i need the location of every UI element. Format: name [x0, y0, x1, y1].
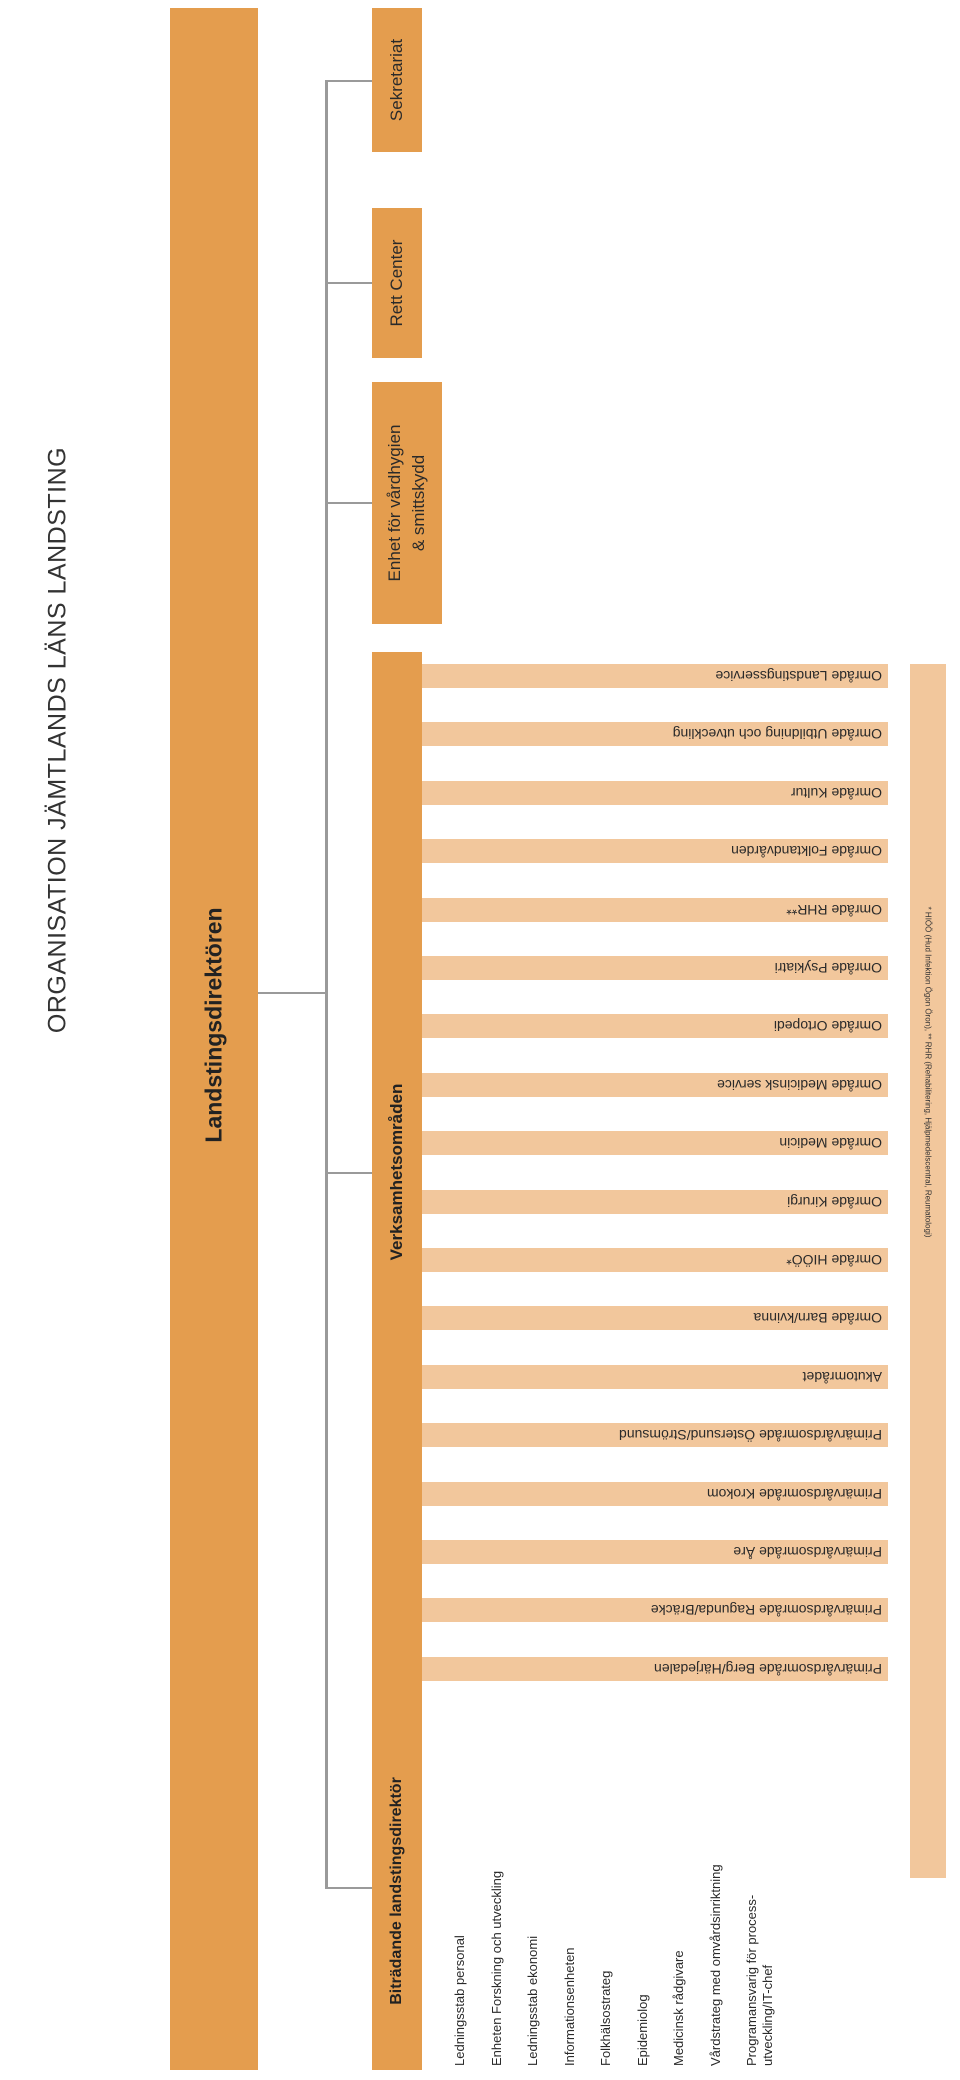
deputy-staff-item: Folkhälsostrateg: [598, 1970, 613, 2066]
operations-area-label: Primärvårdsområde Krokom: [706, 1485, 882, 1502]
connector-deputy: [325, 1887, 372, 1889]
operations-area-label: Område RHR**: [786, 901, 882, 918]
operations-area-bar: [422, 780, 888, 805]
operations-area-label: Primärvårdsområde Östersund/Strömsund: [619, 1427, 882, 1444]
operations-area-label: Område Medicinsk service: [717, 1076, 882, 1093]
operations-area-bar: [422, 1423, 888, 1448]
operations-area-label: Område Landstingsservice: [715, 668, 882, 684]
footnote-box: [910, 664, 946, 1878]
deputy-header-box: [372, 1712, 422, 2070]
operations-area-bar: [422, 1364, 888, 1389]
operations-area-label: Primärvårdsområde Ragunda/Bräcke: [650, 1602, 882, 1619]
operations-area-bar: [422, 1131, 888, 1156]
operations-area-label: Primärvårdsområde Berg/Härjedalen: [654, 1660, 882, 1677]
operations-area-label: Område HIÖÖ*: [786, 1252, 882, 1268]
operations-area-label: Primärvårdsområde Åre: [733, 1544, 882, 1560]
deputy-staff-item: Programansvarig för process- utveckling/…: [744, 1894, 775, 2066]
deputy-staff-item: Ledningsstab ekonomi: [525, 1935, 540, 2066]
operations-area-bar: [422, 1248, 888, 1272]
page-title: ORGANISATION JÄMTLANDS LÄNS LANDSTING: [43, 446, 72, 1034]
connector-rett-center: [325, 282, 372, 284]
operations-area-label: Område Psykiatri: [774, 960, 882, 976]
operations-area-label: Område Kultur: [790, 784, 882, 801]
operations-area-bar: [422, 1189, 888, 1214]
rett-center-label: Rett Center: [387, 239, 406, 327]
operations-area-bar: [422, 1656, 888, 1681]
deputy-staff-item: Epidemiolog: [634, 1994, 650, 2066]
director-label: Landstingsdirektören: [200, 907, 227, 1143]
connector-operations: [325, 1172, 372, 1174]
operations-area-bar: [422, 1014, 888, 1039]
operations-area-label: Område Barn/kvinna: [753, 1310, 882, 1327]
director-box: [170, 8, 258, 2070]
sekretariat-label: Sekretariat: [387, 38, 406, 122]
connector-vardhygien: [325, 502, 372, 504]
operations-area-label: Område Kirurgi: [787, 1193, 882, 1210]
operations-area-bar: [422, 839, 888, 864]
operations-area-label: Område Ortopedi: [773, 1018, 882, 1035]
deputy-staff-item: Medicinsk rådgivare: [671, 1950, 686, 2066]
deputy-header-label: Biträdande landstingsdirektör: [388, 1777, 405, 2005]
operations-area-bar: [422, 1598, 888, 1623]
deputy-staff-item: Vårdstrateg med omvårdsinriktning: [707, 1864, 723, 2066]
operations-area-bar: [422, 1481, 888, 1506]
operations-area-bar: [422, 1072, 888, 1097]
operations-area-label: Område Utbildning och utveckling: [672, 726, 882, 743]
footnote-text: * HIÖÖ (Hud Infektion Ögon Öron), ** RHR…: [923, 906, 933, 1238]
connector-sekretariat: [325, 80, 372, 82]
connector-trunk: [325, 80, 328, 1888]
operations-area-bar: [422, 1306, 888, 1331]
operations-header-label: Verksamhetsområden: [387, 1083, 406, 1261]
operations-area-label: Område Medicin: [779, 1135, 882, 1152]
deputy-staff-item: Enheten Forskning och utveckling: [488, 1870, 504, 2066]
operations-area-bar: [422, 956, 888, 980]
deputy-staff-item: Ledningsstab personal: [452, 1935, 467, 2066]
operations-area-bar: [422, 722, 888, 747]
vardhygien-box: [372, 382, 442, 624]
operations-area-label: Område Folktandvården: [731, 843, 882, 860]
operations-area-bar: [422, 1540, 888, 1564]
rett-center-box: [372, 208, 422, 358]
deputy-staff-item: Informationsenheten: [561, 1947, 577, 2066]
vardhygien-label: Enhet för vårdhygien & smittskydd: [385, 424, 428, 582]
operations-area-bar: [422, 664, 888, 688]
sekretariat-box: [372, 8, 422, 152]
operations-area-bar: [422, 897, 888, 922]
connector-from-director: [258, 992, 326, 994]
operations-area-label: Akutområdet: [802, 1368, 882, 1385]
operations-header-box: [372, 652, 422, 1880]
